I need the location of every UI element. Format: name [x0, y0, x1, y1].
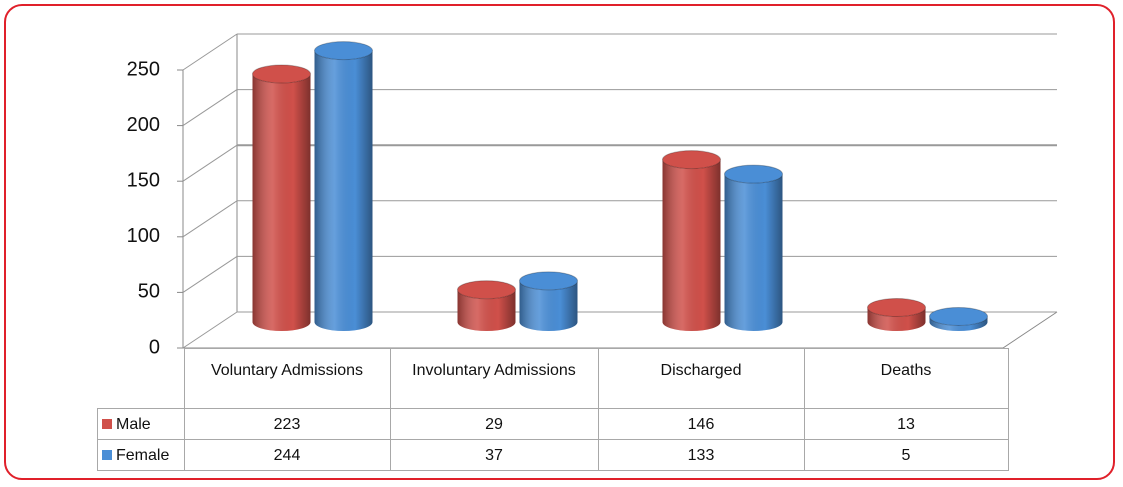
table-row: Female 244 37 133 5: [97, 439, 1009, 471]
table-value: 223: [183, 408, 391, 440]
legend-swatch: [102, 449, 112, 460]
grid-line: [182, 255, 238, 293]
table-value: 146: [597, 408, 805, 440]
legend-entry: Female: [97, 439, 185, 471]
y-tick-label: 0: [149, 336, 160, 358]
bar-cap: [724, 164, 783, 184]
chart-frame: [4, 4, 1115, 480]
bar-cap: [929, 306, 988, 326]
bar-cap: [252, 64, 311, 84]
category-label: Voluntary Admissions: [183, 348, 391, 409]
y-tick-label: 150: [127, 169, 160, 191]
bar-shade: [662, 159, 721, 331]
table-value: 5: [803, 439, 1009, 471]
table-corner: [97, 348, 185, 409]
table-value: 244: [183, 439, 391, 471]
legend-swatch: [102, 418, 112, 429]
y-tick-label: 100: [127, 225, 160, 247]
y-tick-label: 50: [138, 281, 160, 303]
table-value: 29: [389, 408, 599, 440]
bar-shade: [252, 74, 311, 332]
bar-cap: [314, 41, 373, 61]
legend-entry: Male: [97, 408, 185, 440]
table-value: 133: [597, 439, 805, 471]
bar-shade: [314, 50, 373, 332]
bar-shade: [929, 316, 988, 331]
table-row: Male 223 29 146 13: [97, 408, 1009, 440]
category-label: Involuntary Admissions: [389, 348, 599, 409]
grid-line: [182, 311, 238, 349]
bar-shade: [457, 289, 516, 331]
bar-shade: [519, 280, 578, 331]
bar-cap: [457, 280, 516, 300]
y-tick-label: 200: [127, 114, 160, 136]
data-table: Voluntary Admissions Involuntary Admissio…: [97, 348, 1009, 471]
legend-label: Male: [116, 415, 151, 433]
bar-shade: [724, 174, 783, 331]
floor-edge: [183, 311, 1058, 349]
legend-label: Female: [116, 446, 170, 464]
grid-line: [182, 144, 238, 182]
bar-cap: [519, 271, 578, 291]
bar-shade: [867, 307, 926, 331]
grid-line: [182, 200, 238, 238]
y-tick-label: 250: [127, 58, 160, 80]
category-label: Deaths: [803, 348, 1009, 409]
table-value: 13: [803, 408, 1009, 440]
grid-line: [182, 89, 238, 127]
bar-cap: [662, 150, 721, 170]
bar-cap: [867, 298, 926, 318]
table-value: 37: [389, 439, 599, 471]
table-header-row: Voluntary Admissions Involuntary Admissio…: [97, 348, 1009, 409]
grid-line: [182, 33, 238, 71]
category-label: Discharged: [597, 348, 805, 409]
